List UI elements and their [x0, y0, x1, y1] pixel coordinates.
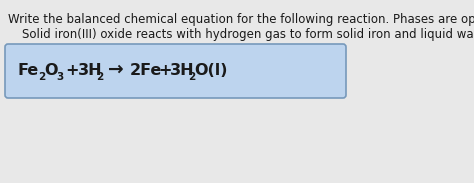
Text: Write the balanced chemical equation for the following reaction. Phases are opti: Write the balanced chemical equation for… — [8, 13, 474, 26]
Text: Fe: Fe — [18, 63, 39, 78]
FancyBboxPatch shape — [5, 44, 346, 98]
Text: 2Fe: 2Fe — [130, 63, 163, 78]
Text: +: + — [158, 63, 172, 78]
Text: +: + — [65, 63, 79, 78]
Text: 2: 2 — [38, 72, 45, 82]
Text: →: → — [108, 60, 124, 79]
Text: 2: 2 — [96, 72, 103, 82]
Text: 3: 3 — [56, 72, 63, 82]
Text: O(l): O(l) — [194, 63, 228, 78]
Text: O: O — [44, 63, 57, 78]
Text: 3H: 3H — [170, 63, 195, 78]
Text: 3H: 3H — [78, 63, 103, 78]
Text: Solid iron(III) oxide reacts with hydrogen gas to form solid iron and liquid wat: Solid iron(III) oxide reacts with hydrog… — [22, 28, 474, 41]
Text: 2: 2 — [188, 72, 195, 82]
